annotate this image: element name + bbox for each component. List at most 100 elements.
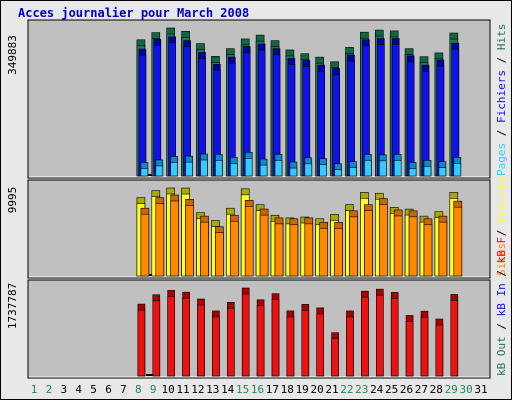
bar-pages-day-14	[200, 159, 208, 177]
bar-sites-day-20	[289, 224, 299, 277]
hits-files-pages-panel: 349883 Pages / Fichiers / Hits	[6, 19, 508, 179]
bar-fichiers-day-28	[406, 61, 415, 177]
bar-kb-f-day-22	[316, 313, 325, 377]
x-tick-label-day-1: 1	[31, 383, 38, 396]
bar-sites-day-12	[170, 200, 179, 277]
bar-pages-day-21	[304, 163, 313, 177]
x-tick-label-day-22: 22	[340, 383, 353, 396]
bar-kb-f-day-26	[375, 294, 384, 377]
bar-sites-day-24	[349, 216, 358, 277]
x-tick-label-day-13: 13	[206, 383, 219, 396]
bar-pages-day-10	[140, 168, 149, 177]
x-tick-label-day-29: 29	[445, 383, 458, 396]
bar-sites-day-25	[364, 210, 373, 277]
legend-entry: kB F	[495, 237, 508, 264]
bar-kb-f-day-12	[167, 296, 175, 377]
bar-fichiers-day-18	[257, 49, 266, 177]
series-legend: Sites / Visites	[495, 177, 508, 276]
bar-kb-f-day-20	[286, 316, 295, 377]
bar-sites-day-26	[378, 204, 388, 277]
bar-pages-day-19	[274, 160, 283, 177]
bar-sites-day-11	[155, 203, 165, 277]
legend-entry: Hits	[495, 24, 508, 51]
bar-sites-day-29	[423, 224, 433, 277]
bar-sites-day-16	[230, 220, 239, 277]
bar-fichiers-day-30	[436, 65, 445, 177]
bar-pages-day-28	[408, 168, 417, 177]
x-tick-label-day-27: 27	[415, 383, 428, 396]
bar-pages-day-25	[364, 160, 372, 177]
x-tick-label-day-11: 11	[176, 383, 189, 396]
x-tick-label-day-24: 24	[370, 383, 384, 396]
chart-title: Acces journalier pour March 2008	[18, 6, 250, 20]
legend-entry: Visites	[495, 177, 508, 223]
bar-sites-day-10	[140, 213, 150, 277]
bar-kb-f-day-31	[450, 300, 459, 377]
x-tick-label-day-12: 12	[191, 383, 204, 396]
bar-pages-day-13	[185, 161, 193, 177]
bar-pages-day-11	[155, 165, 164, 177]
bar-sites-day-28	[408, 216, 418, 277]
bar-kb-f-day-18	[256, 305, 265, 377]
bar-kb-f-day-29	[420, 316, 429, 377]
bar-fichiers-day-10	[138, 54, 147, 177]
bar-kb-f-day-25	[361, 296, 369, 377]
bar-pages-day-20	[289, 167, 298, 177]
bar-pages-day-12	[170, 162, 178, 177]
bar-pages-day-16	[230, 163, 238, 177]
bar-kb-f-day-19	[271, 299, 280, 377]
bar-kb-f-day-11	[152, 300, 161, 377]
x-tick-label-day-8: 8	[135, 383, 142, 396]
bar-pages-day-29	[423, 166, 432, 177]
bar-pages-day-26	[378, 160, 387, 177]
x-tick-label-day-23: 23	[355, 383, 368, 396]
bar-kb-f-day-15	[212, 316, 220, 377]
x-tick-label-day-30: 30	[459, 383, 472, 396]
bar-kb-f-day-21	[301, 310, 310, 377]
bar-kb-f-day-30	[435, 324, 444, 377]
bar-fichiers-day-24	[347, 60, 355, 177]
bar-sites-day-18	[259, 214, 269, 277]
bar-sites-day-27	[393, 215, 403, 277]
y-max-label: 1737787	[6, 283, 19, 329]
bar-pages-day-23	[334, 169, 342, 177]
bar-kb-f-day-17	[241, 293, 250, 377]
bar-pages-day-18	[259, 164, 268, 177]
x-tick-label-day-21: 21	[325, 383, 338, 396]
x-tick-label-day-3: 3	[60, 383, 67, 396]
y-max-label: 9995	[6, 187, 19, 214]
kbytes-panel: 1737787 kB Out / kB In / kB F	[6, 237, 508, 379]
bar-sites-day-31	[453, 206, 463, 277]
bar-sites-day-15	[215, 232, 224, 277]
x-tick-label-day-16: 16	[251, 383, 264, 396]
x-tick-label-day-19: 19	[296, 383, 309, 396]
x-tick-label-day-17: 17	[266, 383, 279, 396]
bar-kb-f-day-24	[346, 316, 354, 377]
bar-pages-day-15	[215, 160, 223, 177]
legend-entry: kB In	[495, 283, 508, 316]
x-tick-label-day-4: 4	[75, 383, 82, 396]
x-tick-label-day-31: 31	[474, 383, 487, 396]
bar-pages-day-31	[453, 163, 462, 177]
x-tick-label-day-28: 28	[430, 383, 443, 396]
bar-pages-day-22	[319, 164, 328, 177]
x-tick-label-day-15: 15	[236, 383, 249, 396]
bar-kb-f-day-13	[182, 297, 190, 377]
bar-sites-day-13	[185, 205, 194, 277]
x-tick-label-day-6: 6	[105, 383, 112, 396]
x-tick-label-day-18: 18	[281, 383, 294, 396]
y-max-label: 349883	[6, 35, 19, 75]
bar-sites-day-19	[274, 223, 284, 277]
bar-kb-f-day-14	[197, 304, 205, 377]
bar-pages-day-17	[244, 158, 253, 177]
bar-sites-day-21	[304, 223, 314, 277]
bar-kb-f-day-28	[405, 321, 414, 377]
x-tick-label-day-25: 25	[385, 383, 398, 396]
bar-sites-day-14	[200, 221, 209, 277]
x-tick-label-day-5: 5	[90, 383, 97, 396]
bar-pages-day-27	[393, 160, 402, 177]
bar-pages-day-30	[438, 167, 447, 177]
bar-fichiers-day-31	[451, 48, 460, 177]
x-tick-label-day-9: 9	[150, 383, 157, 396]
